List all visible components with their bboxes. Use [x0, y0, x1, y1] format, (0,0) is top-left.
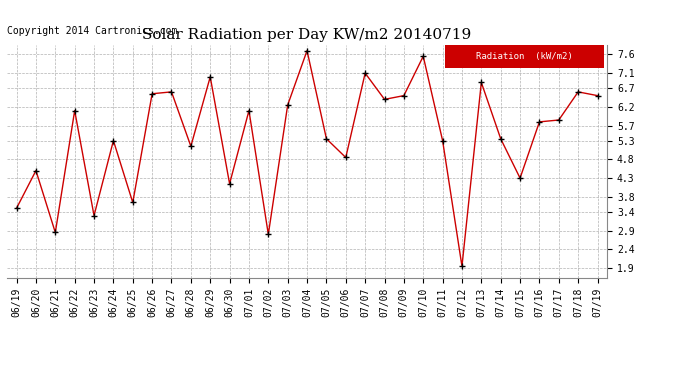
- Title: Solar Radiation per Day KW/m2 20140719: Solar Radiation per Day KW/m2 20140719: [142, 28, 472, 42]
- Text: Copyright 2014 Cartronics.com: Copyright 2014 Cartronics.com: [7, 26, 177, 36]
